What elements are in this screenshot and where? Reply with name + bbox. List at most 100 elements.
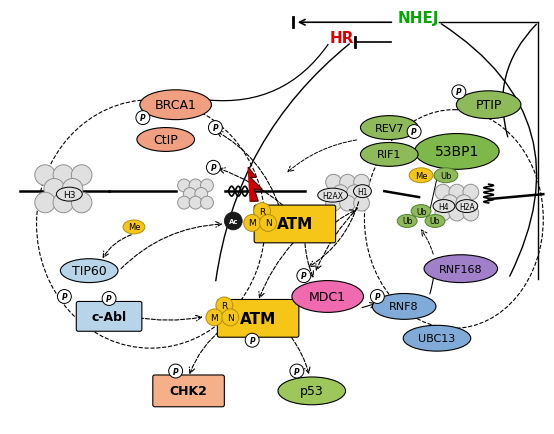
Text: M: M [248, 219, 256, 228]
Circle shape [53, 193, 74, 213]
Ellipse shape [57, 188, 82, 202]
Ellipse shape [425, 215, 445, 228]
FancyArrowPatch shape [208, 45, 328, 102]
Ellipse shape [361, 143, 418, 167]
Text: M: M [211, 313, 218, 322]
Ellipse shape [318, 189, 347, 203]
Ellipse shape [140, 91, 212, 120]
Circle shape [53, 165, 74, 186]
Circle shape [62, 179, 83, 200]
Circle shape [326, 196, 341, 211]
Circle shape [435, 206, 451, 221]
Text: H1: H1 [357, 187, 368, 196]
FancyBboxPatch shape [153, 375, 224, 407]
Ellipse shape [137, 128, 194, 152]
Text: BRCA1: BRCA1 [155, 99, 197, 112]
Text: ATM: ATM [240, 311, 276, 326]
Text: RNF168: RNF168 [439, 264, 483, 274]
Circle shape [347, 185, 362, 201]
Circle shape [178, 197, 191, 210]
Ellipse shape [411, 205, 431, 218]
Circle shape [449, 185, 465, 201]
Text: P: P [456, 88, 461, 97]
Ellipse shape [414, 134, 499, 170]
Circle shape [449, 206, 465, 221]
Text: P: P [294, 367, 300, 376]
Text: P: P [411, 128, 417, 137]
Circle shape [407, 125, 421, 139]
Ellipse shape [361, 116, 418, 140]
Text: ATM: ATM [277, 217, 313, 232]
FancyArrowPatch shape [216, 45, 350, 281]
Ellipse shape [456, 200, 478, 213]
Circle shape [326, 175, 341, 191]
FancyBboxPatch shape [254, 206, 336, 243]
Ellipse shape [409, 168, 433, 183]
Ellipse shape [353, 185, 371, 198]
Ellipse shape [216, 297, 233, 314]
Ellipse shape [260, 215, 276, 232]
Text: P: P [106, 294, 112, 303]
Circle shape [136, 112, 150, 125]
Text: P: P [173, 367, 178, 376]
Circle shape [442, 195, 458, 211]
Circle shape [195, 188, 208, 201]
Ellipse shape [123, 220, 145, 234]
Circle shape [183, 188, 196, 201]
Circle shape [333, 185, 348, 201]
Text: H2AX: H2AX [322, 191, 343, 200]
Circle shape [71, 165, 92, 186]
Text: H4: H4 [439, 202, 449, 211]
Text: R: R [259, 207, 265, 216]
Circle shape [35, 193, 55, 213]
Ellipse shape [60, 259, 118, 283]
Text: p53: p53 [300, 385, 324, 398]
FancyArrowPatch shape [442, 25, 537, 276]
Circle shape [35, 165, 55, 186]
Circle shape [463, 206, 479, 221]
Text: Me: Me [127, 223, 140, 232]
Circle shape [452, 85, 466, 99]
Circle shape [201, 180, 213, 192]
Text: P: P [213, 124, 218, 133]
Text: UBC13: UBC13 [418, 333, 455, 343]
Text: H2A: H2A [459, 202, 475, 211]
Text: TIP60: TIP60 [72, 265, 106, 277]
Text: N: N [265, 219, 271, 228]
Circle shape [290, 364, 304, 378]
Ellipse shape [456, 92, 521, 119]
Ellipse shape [403, 326, 471, 352]
Text: RIF1: RIF1 [377, 150, 402, 160]
Text: MDC1: MDC1 [309, 290, 346, 303]
Circle shape [353, 175, 370, 191]
Circle shape [245, 333, 259, 347]
Circle shape [189, 197, 202, 210]
FancyArrowPatch shape [502, 25, 536, 138]
Text: CtIP: CtIP [153, 134, 178, 147]
Text: Ub: Ub [440, 171, 452, 181]
Ellipse shape [397, 215, 417, 228]
Circle shape [435, 185, 451, 201]
Circle shape [224, 213, 242, 230]
Text: H3: H3 [63, 190, 75, 199]
FancyBboxPatch shape [76, 302, 142, 332]
Ellipse shape [244, 215, 260, 232]
Circle shape [207, 161, 220, 175]
Circle shape [102, 292, 116, 306]
Circle shape [44, 179, 64, 200]
Text: P: P [249, 336, 255, 345]
Ellipse shape [278, 377, 346, 405]
Ellipse shape [254, 203, 270, 220]
Text: P: P [375, 293, 380, 301]
Ellipse shape [434, 168, 458, 183]
Circle shape [178, 180, 191, 192]
Circle shape [371, 290, 384, 304]
Text: R: R [221, 301, 228, 310]
Text: PTIP: PTIP [475, 99, 502, 112]
Ellipse shape [433, 200, 455, 213]
FancyBboxPatch shape [217, 300, 299, 338]
Text: Ub: Ub [402, 217, 412, 226]
Text: Ub: Ub [430, 217, 440, 226]
Circle shape [297, 269, 311, 283]
Text: P: P [301, 272, 307, 280]
